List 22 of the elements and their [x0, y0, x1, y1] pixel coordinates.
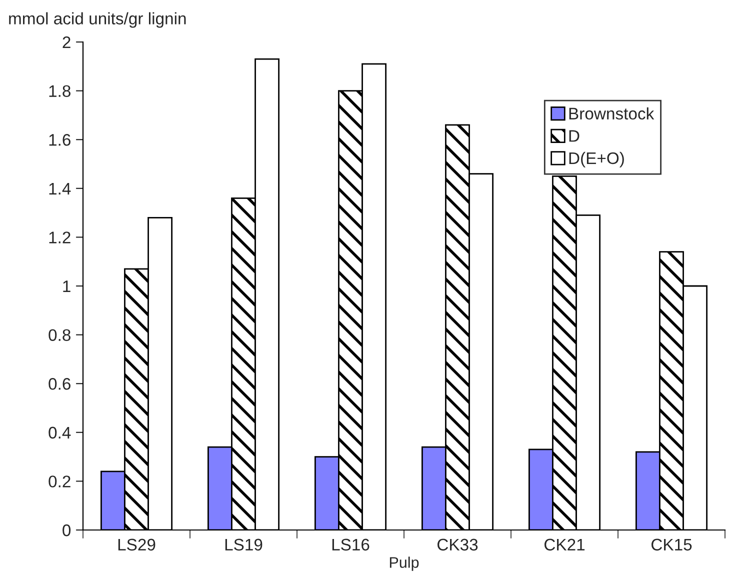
x-axis-title: Pulp [390, 556, 419, 571]
x-tick-label: LS16 [332, 538, 370, 551]
y-tick-label: 1 [63, 280, 70, 292]
x-tick-label: CK15 [652, 538, 692, 551]
y-tick-label: 0.6 [48, 378, 70, 390]
legend-label: Brownstock [569, 107, 654, 120]
y-tick-label: 2 [62, 36, 70, 48]
y-tick-label: 0.8 [48, 329, 70, 342]
y-tick-label: 0.2 [48, 476, 70, 488]
x-tick-label: LS19 [225, 538, 262, 551]
x-tick-label: CK21 [544, 538, 585, 551]
y-tick-label: 0.4 [48, 426, 71, 439]
x-tick-label: CK33 [438, 538, 478, 551]
x-tick-label: LS29 [118, 538, 156, 551]
y-tick-label: 0 [62, 524, 71, 536]
legend-label: D(E+O) [569, 152, 624, 168]
legend-label: D [569, 130, 580, 142]
y-tick-label: 1.4 [49, 182, 71, 194]
y-tick-label: 1.6 [49, 134, 70, 146]
y-axis-title: mmol acid units/gr lignin [9, 12, 186, 28]
y-tick-label: 1.8 [49, 85, 70, 98]
y-tick-label: 1.2 [49, 232, 70, 244]
